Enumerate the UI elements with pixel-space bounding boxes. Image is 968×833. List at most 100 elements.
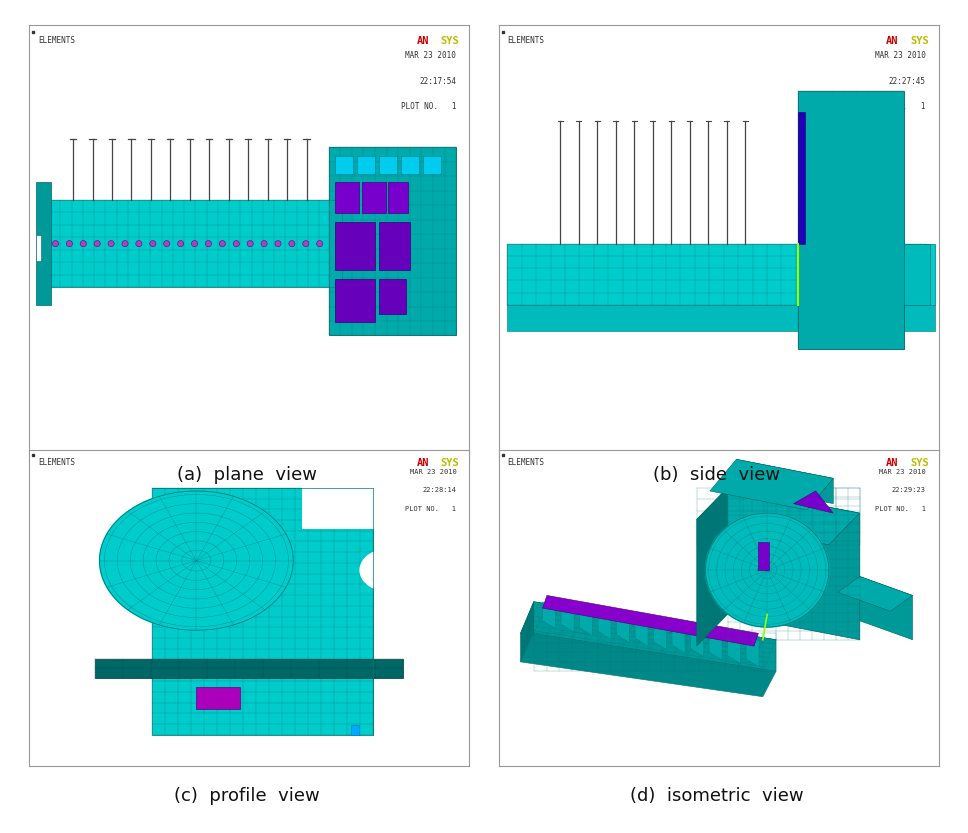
Bar	[379, 156, 397, 174]
Bar	[302, 481, 381, 529]
Circle shape	[220, 241, 226, 247]
Circle shape	[80, 241, 86, 247]
Circle shape	[233, 241, 239, 247]
Bar	[507, 244, 934, 305]
Circle shape	[205, 241, 212, 247]
Polygon shape	[635, 616, 648, 646]
Circle shape	[150, 241, 156, 247]
Circle shape	[164, 241, 169, 247]
Bar	[197, 687, 240, 710]
Text: MAR 23 2010: MAR 23 2010	[879, 469, 925, 475]
Text: AN: AN	[886, 458, 898, 468]
Bar	[904, 244, 930, 305]
Polygon shape	[709, 627, 722, 660]
Circle shape	[275, 241, 281, 247]
Polygon shape	[543, 601, 556, 629]
Bar	[798, 91, 904, 349]
Bar	[152, 488, 373, 735]
Bar	[95, 659, 404, 678]
Circle shape	[66, 241, 73, 247]
Bar	[38, 200, 342, 287]
Polygon shape	[794, 491, 833, 513]
Text: 22:29:23: 22:29:23	[892, 487, 925, 493]
Bar	[379, 278, 406, 314]
Text: SYS: SYS	[910, 458, 929, 468]
Circle shape	[317, 241, 322, 247]
Circle shape	[52, 241, 58, 247]
Text: AN: AN	[416, 36, 429, 46]
Polygon shape	[617, 613, 629, 642]
Bar	[388, 182, 408, 213]
Circle shape	[192, 241, 197, 247]
Bar	[798, 112, 804, 244]
Text: PLOT NO.   1: PLOT NO. 1	[406, 506, 456, 511]
Polygon shape	[710, 459, 833, 510]
Bar	[328, 200, 342, 287]
Polygon shape	[697, 488, 860, 545]
Circle shape	[247, 241, 254, 247]
Text: SYS: SYS	[910, 36, 929, 46]
Bar	[423, 156, 440, 174]
Bar	[401, 156, 419, 174]
Text: ELEMENTS: ELEMENTS	[507, 458, 544, 466]
Polygon shape	[728, 488, 860, 640]
Text: ELEMENTS: ELEMENTS	[38, 458, 75, 466]
Polygon shape	[837, 576, 913, 611]
Text: ELEMENTS: ELEMENTS	[38, 36, 75, 45]
Text: (a)  plane  view: (a) plane view	[177, 466, 317, 484]
Polygon shape	[746, 633, 759, 667]
Bar	[379, 222, 410, 270]
Circle shape	[94, 241, 101, 247]
Circle shape	[359, 548, 421, 592]
Text: AN: AN	[416, 458, 429, 468]
Bar	[335, 156, 352, 174]
Text: PLOT NO.   1: PLOT NO. 1	[401, 102, 456, 111]
Text: SYS: SYS	[440, 458, 460, 468]
Polygon shape	[860, 576, 913, 640]
Bar	[335, 278, 375, 322]
Text: SYS: SYS	[440, 36, 460, 46]
Text: MAR 23 2010: MAR 23 2010	[406, 52, 456, 60]
Polygon shape	[737, 459, 833, 504]
Bar	[335, 182, 359, 213]
Polygon shape	[561, 605, 574, 632]
Bar	[36, 182, 51, 305]
Bar	[335, 222, 375, 270]
Polygon shape	[100, 491, 293, 631]
Text: (c)  profile  view: (c) profile view	[174, 786, 319, 805]
Circle shape	[122, 241, 128, 247]
Polygon shape	[706, 513, 829, 627]
Text: PLOT NO.   1: PLOT NO. 1	[875, 506, 925, 511]
Polygon shape	[690, 625, 704, 656]
Circle shape	[303, 241, 309, 247]
Circle shape	[288, 241, 295, 247]
Circle shape	[136, 241, 142, 247]
Text: 22:17:54: 22:17:54	[419, 77, 456, 86]
Text: MAR 23 2010: MAR 23 2010	[409, 469, 456, 475]
Polygon shape	[521, 601, 776, 671]
Text: MAR 23 2010: MAR 23 2010	[875, 52, 925, 60]
Polygon shape	[521, 633, 776, 696]
Polygon shape	[697, 488, 728, 646]
Text: 22:27:45: 22:27:45	[889, 77, 925, 86]
Bar	[357, 156, 375, 174]
Bar	[36, 235, 41, 262]
Text: 22:28:14: 22:28:14	[422, 487, 456, 493]
Bar	[362, 182, 386, 213]
Bar	[507, 305, 934, 332]
Bar	[350, 726, 359, 735]
Text: PLOT NO.   1: PLOT NO. 1	[870, 102, 925, 111]
Text: AN: AN	[886, 36, 898, 46]
Bar	[328, 147, 456, 336]
Bar	[758, 541, 770, 570]
Circle shape	[177, 241, 184, 247]
Polygon shape	[728, 631, 741, 663]
Circle shape	[261, 241, 267, 247]
Polygon shape	[580, 607, 592, 636]
Text: (d)  isometric  view: (d) isometric view	[629, 786, 803, 805]
Polygon shape	[598, 611, 611, 639]
Polygon shape	[653, 619, 667, 650]
Text: (b)  side  view: (b) side view	[652, 466, 780, 484]
Polygon shape	[672, 621, 685, 653]
Polygon shape	[521, 601, 533, 662]
